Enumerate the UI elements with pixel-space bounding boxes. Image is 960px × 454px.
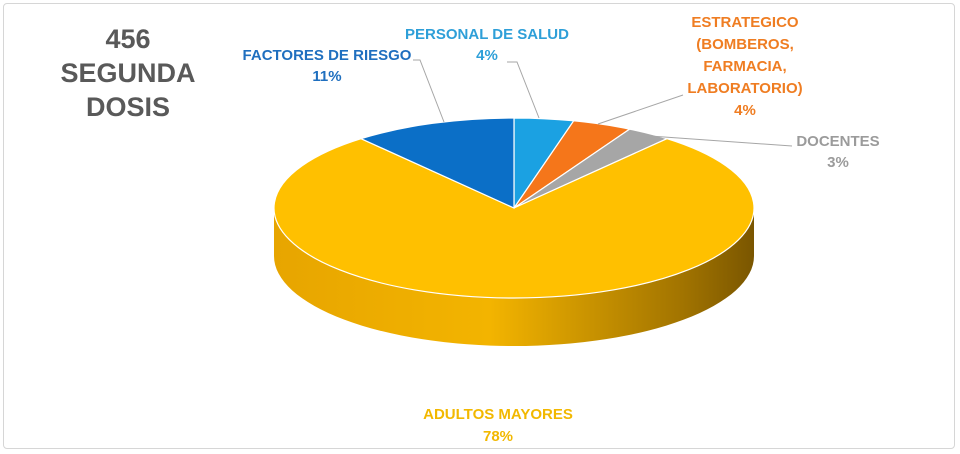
data-label-pct-adultos-mayores: 78%: [483, 428, 513, 445]
data-labels: PERSONAL DE SALUD 4% ESTRATEGICO (BOMBEROS,…: [243, 14, 880, 445]
data-label-pct-estrategico-bomberos-farmacia-laboratorio: 4%: [734, 102, 756, 119]
data-label-factores-de-riesgo: FACTORES DE RIESGO: [243, 47, 412, 64]
leader-lines: [413, 59, 793, 147]
data-label-personal-de-salud: PERSONAL DE SALUD: [405, 26, 569, 43]
data-label-docentes: DOCENTES: [796, 133, 879, 150]
leader-line-personal-de-salud: [507, 61, 540, 119]
data-label-pct-factores-de-riesgo: 11%: [312, 68, 341, 85]
data-label-estrategico-bomberos-farmacia-laboratorio: ESTRATEGICO: [691, 14, 799, 31]
title-dose: SEGUNDA DOSIS: [60, 58, 196, 122]
data-label-estrategico-bomberos-farmacia-laboratorio: (BOMBEROS,: [696, 36, 794, 53]
pie-depth: [274, 208, 754, 346]
pie-side-adultos-mayores: [274, 208, 754, 346]
data-label-pct-docentes: 3%: [827, 154, 849, 171]
leader-line-estrategico-bomberos-farmacia-laboratorio: [597, 94, 684, 125]
data-label-estrategico-bomberos-farmacia-laboratorio: LABORATORIO): [687, 80, 802, 97]
data-label-pct-personal-de-salud: 4%: [476, 47, 498, 64]
data-label-adultos-mayores: ADULTOS MAYORES: [423, 406, 573, 423]
pie-slice-adultos-mayores: [273, 138, 755, 299]
pie-slices: [273, 117, 755, 299]
leader-line-factores-de-riesgo: [413, 59, 445, 123]
pie-slice-factores-de-riesgo: [359, 117, 515, 209]
data-label-estrategico-bomberos-farmacia-laboratorio: FARMACIA,: [703, 58, 786, 75]
chart-frame: [3, 3, 955, 449]
leader-line-docentes: [635, 134, 793, 147]
title-count: 456: [105, 24, 151, 54]
chart-title: 456 SEGUNDA DOSIS: [18, 22, 238, 124]
